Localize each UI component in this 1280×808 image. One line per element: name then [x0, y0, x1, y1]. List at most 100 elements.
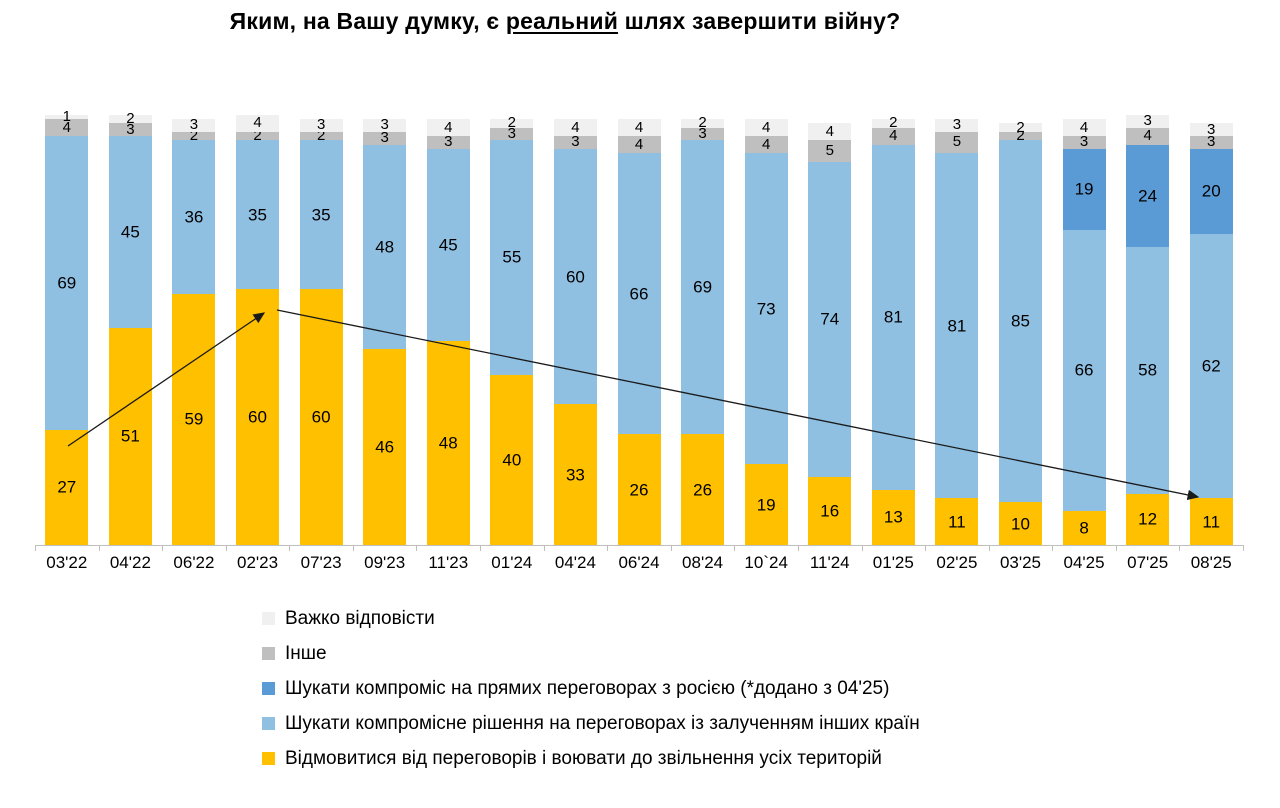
segment-value-label: 73 — [756, 299, 776, 319]
x-axis-tick — [1052, 545, 1054, 551]
segment-value-label: 13 — [883, 507, 903, 527]
x-axis-tick — [1179, 545, 1181, 551]
legend-label: Відмовитися від переговорів і воювати до… — [285, 747, 882, 769]
bar-segment-light_gray — [108, 114, 152, 124]
segment-value-label: 3 — [316, 116, 326, 134]
bar-segment-gray — [808, 140, 852, 162]
segment-value-label: 66 — [1074, 360, 1094, 380]
segment-value-label: 74 — [820, 309, 840, 329]
segment-value-label: 60 — [565, 267, 585, 287]
chart-legend: Важко відповісти Інше Шукати компроміс на … — [262, 601, 920, 776]
x-axis-tick — [925, 545, 927, 551]
segment-value-label: 2 — [507, 114, 517, 132]
bar-segment-light_gray — [426, 119, 470, 137]
segment-value-label: 3 — [444, 133, 453, 151]
segment-value-label: 4 — [634, 135, 644, 153]
legend-item: Шукати компромісне рішення на переговора… — [262, 706, 920, 741]
bar-segment-gray — [744, 136, 788, 154]
legend-label: Шукати компроміс на прямих переговорах з… — [285, 677, 890, 699]
legend-item: Інше — [262, 636, 920, 671]
segment-value-label: 35 — [311, 205, 331, 225]
segment-value-label: 10 — [1011, 514, 1030, 534]
legend-item: Важко відповісти — [262, 601, 920, 636]
segment-value-label: 4 — [1079, 118, 1089, 136]
segment-value-label: 62 — [1201, 356, 1221, 376]
segment-value-label: 45 — [438, 235, 458, 255]
segment-value-label: 4 — [62, 118, 71, 136]
bar-segment-gray — [363, 131, 407, 145]
x-axis-label: 07'23 — [300, 553, 342, 572]
segment-value-label: 16 — [820, 501, 840, 521]
x-axis-label: 07'25 — [1127, 553, 1169, 572]
segment-value-label: 11 — [1202, 512, 1221, 532]
bar-segment-dark_blue — [1062, 148, 1106, 230]
chart-title-prefix: Яким, на Вашу думку, є — [229, 8, 506, 34]
bar-segment-gray — [617, 136, 661, 154]
bar-segment-light_gray — [490, 119, 534, 128]
bar-segment-gray — [1189, 136, 1233, 149]
bar-segment-light_blue — [108, 136, 152, 328]
x-axis-label: 04'25 — [1063, 553, 1105, 572]
segment-value-label: 4 — [571, 118, 580, 136]
x-axis-label: 11'24 — [809, 553, 850, 572]
bar-segment-gray — [1062, 136, 1106, 149]
bar-segment-yellow — [1062, 510, 1106, 545]
legend-swatch-light_blue — [262, 717, 275, 730]
segment-value-label: 26 — [629, 480, 649, 500]
legend-item: Відмовитися від переговорів і воювати до… — [262, 741, 920, 776]
x-axis-label: 06'22 — [173, 553, 215, 572]
segment-value-label: 66 — [629, 284, 649, 304]
legend-item: Шукати компроміс на прямих переговорах з… — [262, 671, 920, 706]
bar-segment-gray — [299, 131, 343, 141]
segment-value-label: 3 — [507, 124, 517, 142]
x-axis-label: 08'25 — [1190, 553, 1232, 572]
x-axis-label: 09'23 — [364, 553, 406, 572]
bar-segment-light_blue — [236, 140, 280, 290]
segment-value-label: 4 — [1143, 127, 1152, 145]
segment-value-label: 3 — [189, 116, 199, 134]
x-axis-tick — [734, 545, 736, 551]
bar-segment-light_gray — [808, 123, 852, 141]
bar-segment-light_gray — [1189, 123, 1233, 137]
segment-value-label: 4 — [825, 122, 834, 140]
segment-value-label: 3 — [380, 116, 389, 134]
bar-segment-yellow — [998, 502, 1042, 545]
legend-swatch-yellow — [262, 752, 275, 765]
segment-value-label: 1 — [62, 107, 71, 125]
bar-segment-light_gray — [617, 119, 661, 137]
x-axis-tick — [670, 545, 672, 551]
x-axis-tick — [797, 545, 799, 551]
segment-value-label: 2 — [253, 127, 262, 145]
bar-segment-gray — [490, 127, 534, 141]
x-axis-line — [35, 545, 1244, 546]
segment-value-label: 5 — [825, 141, 834, 159]
legend-swatch-dark_blue — [262, 682, 275, 695]
bar-segment-light_gray — [299, 119, 343, 132]
bar-segment-gray — [236, 131, 280, 141]
segment-value-label: 4 — [634, 118, 644, 136]
bar-segment-gray — [553, 136, 597, 149]
bar-segment-yellow — [935, 498, 979, 545]
segment-value-label: 2 — [698, 114, 707, 132]
x-axis-tick — [162, 545, 164, 551]
bar-segment-yellow — [1189, 498, 1233, 545]
legend-label: Інше — [285, 642, 327, 664]
x-axis-label: 11'23 — [428, 553, 469, 572]
segment-value-label: 3 — [1207, 120, 1216, 138]
legend-label: Шукати компромісне рішення на переговора… — [285, 712, 920, 734]
bar-segment-light_gray — [935, 119, 979, 132]
segment-value-label: 2 — [126, 110, 135, 127]
x-axis-label: 01'25 — [872, 553, 914, 572]
segment-value-label: 60 — [311, 407, 331, 427]
segment-value-label: 2 — [189, 127, 199, 145]
segment-value-label: 85 — [1011, 311, 1030, 331]
segment-value-label: 3 — [571, 133, 580, 151]
segment-value-label: 12 — [1138, 509, 1158, 529]
bar-segment-gray — [426, 136, 470, 149]
bar-segment-light_gray — [172, 119, 216, 132]
bar-segment-yellow — [1126, 493, 1170, 545]
x-axis-tick — [225, 545, 227, 551]
bar-segment-dark_blue — [1189, 148, 1233, 234]
x-axis-label: 02'25 — [936, 553, 978, 572]
